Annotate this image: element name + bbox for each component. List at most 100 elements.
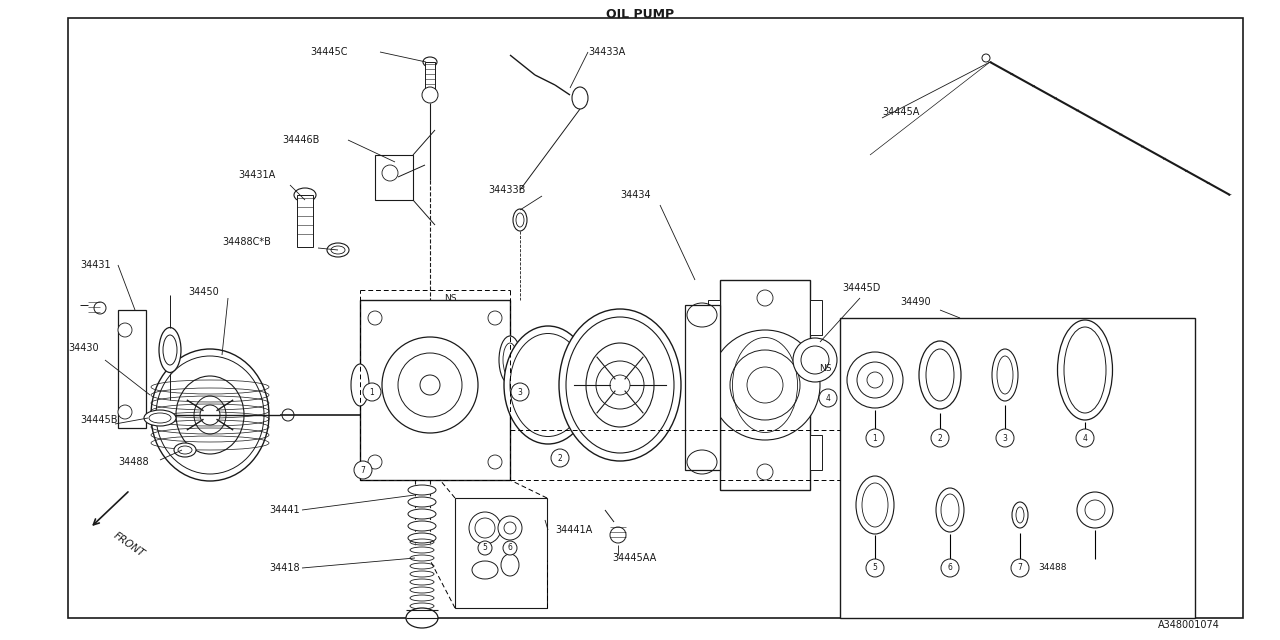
Text: FRONT: FRONT bbox=[113, 531, 147, 559]
Bar bbox=[375, 155, 413, 200]
Circle shape bbox=[369, 455, 381, 469]
Ellipse shape bbox=[572, 87, 588, 109]
Text: A348001074: A348001074 bbox=[1158, 620, 1220, 630]
Ellipse shape bbox=[1012, 502, 1028, 528]
Text: 34445AA: 34445AA bbox=[612, 553, 657, 563]
Circle shape bbox=[801, 346, 829, 374]
Ellipse shape bbox=[919, 341, 961, 409]
Text: 6: 6 bbox=[947, 563, 952, 573]
Ellipse shape bbox=[406, 608, 438, 628]
Text: 34488: 34488 bbox=[1038, 563, 1066, 573]
Circle shape bbox=[794, 338, 837, 382]
Circle shape bbox=[422, 87, 438, 103]
Circle shape bbox=[381, 337, 477, 433]
Ellipse shape bbox=[1057, 320, 1112, 420]
Text: 1: 1 bbox=[370, 387, 374, 397]
Text: 34445C: 34445C bbox=[310, 47, 347, 57]
Circle shape bbox=[488, 311, 502, 325]
Circle shape bbox=[355, 461, 372, 479]
Ellipse shape bbox=[408, 509, 436, 519]
Ellipse shape bbox=[586, 343, 654, 427]
Bar bbox=[721, 280, 810, 490]
Circle shape bbox=[867, 372, 883, 388]
Ellipse shape bbox=[174, 443, 196, 457]
Circle shape bbox=[611, 375, 630, 395]
Text: 34445B: 34445B bbox=[81, 415, 118, 425]
Bar bbox=[708, 300, 721, 335]
Text: 34488: 34488 bbox=[118, 457, 148, 467]
Ellipse shape bbox=[422, 57, 436, 67]
Text: 4: 4 bbox=[1083, 433, 1088, 442]
Circle shape bbox=[381, 165, 398, 181]
Text: 5: 5 bbox=[483, 543, 488, 552]
Circle shape bbox=[858, 362, 893, 398]
Circle shape bbox=[611, 527, 626, 543]
Circle shape bbox=[1085, 500, 1105, 520]
Ellipse shape bbox=[145, 410, 177, 426]
Ellipse shape bbox=[472, 561, 498, 579]
Ellipse shape bbox=[936, 488, 964, 532]
Ellipse shape bbox=[941, 494, 959, 526]
Text: OIL PUMP: OIL PUMP bbox=[605, 8, 675, 21]
Text: 3: 3 bbox=[517, 387, 522, 397]
Ellipse shape bbox=[566, 317, 675, 453]
Ellipse shape bbox=[861, 483, 888, 527]
Text: 34433A: 34433A bbox=[588, 47, 625, 57]
Circle shape bbox=[1011, 559, 1029, 577]
Circle shape bbox=[756, 464, 773, 480]
Bar bbox=[810, 300, 822, 335]
Circle shape bbox=[468, 512, 500, 544]
Ellipse shape bbox=[925, 349, 954, 401]
Ellipse shape bbox=[559, 309, 681, 461]
Circle shape bbox=[941, 559, 959, 577]
Ellipse shape bbox=[294, 188, 316, 202]
Text: 7: 7 bbox=[361, 465, 365, 474]
Circle shape bbox=[477, 541, 492, 555]
Text: 34488C*B: 34488C*B bbox=[221, 237, 271, 247]
Circle shape bbox=[504, 522, 516, 534]
Ellipse shape bbox=[163, 335, 177, 365]
Circle shape bbox=[982, 54, 989, 62]
Ellipse shape bbox=[148, 413, 172, 423]
Bar bbox=[297, 195, 314, 247]
Circle shape bbox=[730, 350, 800, 420]
Text: 34446B: 34446B bbox=[282, 135, 320, 145]
Ellipse shape bbox=[997, 356, 1012, 394]
Circle shape bbox=[282, 409, 294, 421]
Ellipse shape bbox=[178, 446, 192, 454]
Text: 3: 3 bbox=[1002, 433, 1007, 442]
Bar bbox=[840, 318, 1196, 618]
Circle shape bbox=[1076, 492, 1114, 528]
Circle shape bbox=[867, 559, 884, 577]
Circle shape bbox=[498, 516, 522, 540]
Bar bbox=[360, 300, 509, 480]
Text: 2: 2 bbox=[558, 454, 562, 463]
Circle shape bbox=[131, 408, 145, 422]
Circle shape bbox=[996, 429, 1014, 447]
Text: 2: 2 bbox=[938, 433, 942, 442]
Text: 34445A: 34445A bbox=[882, 107, 919, 117]
Circle shape bbox=[819, 389, 837, 407]
Text: 34431A: 34431A bbox=[238, 170, 275, 180]
Text: 34433B: 34433B bbox=[488, 185, 525, 195]
Ellipse shape bbox=[503, 343, 517, 377]
Ellipse shape bbox=[1016, 507, 1024, 523]
Ellipse shape bbox=[326, 243, 349, 257]
Text: 34431: 34431 bbox=[81, 260, 110, 270]
Ellipse shape bbox=[408, 497, 436, 507]
Circle shape bbox=[503, 541, 517, 555]
Text: 5: 5 bbox=[873, 563, 877, 573]
Bar bbox=[708, 435, 721, 470]
Circle shape bbox=[488, 455, 502, 469]
Circle shape bbox=[475, 518, 495, 538]
Ellipse shape bbox=[513, 209, 527, 231]
Text: NS: NS bbox=[444, 294, 456, 303]
Circle shape bbox=[748, 367, 783, 403]
Circle shape bbox=[118, 405, 132, 419]
Circle shape bbox=[364, 383, 381, 401]
Text: 34490: 34490 bbox=[900, 297, 931, 307]
Circle shape bbox=[93, 302, 106, 314]
Ellipse shape bbox=[1064, 327, 1106, 413]
Text: 7: 7 bbox=[1018, 563, 1023, 573]
Bar bbox=[810, 435, 822, 470]
